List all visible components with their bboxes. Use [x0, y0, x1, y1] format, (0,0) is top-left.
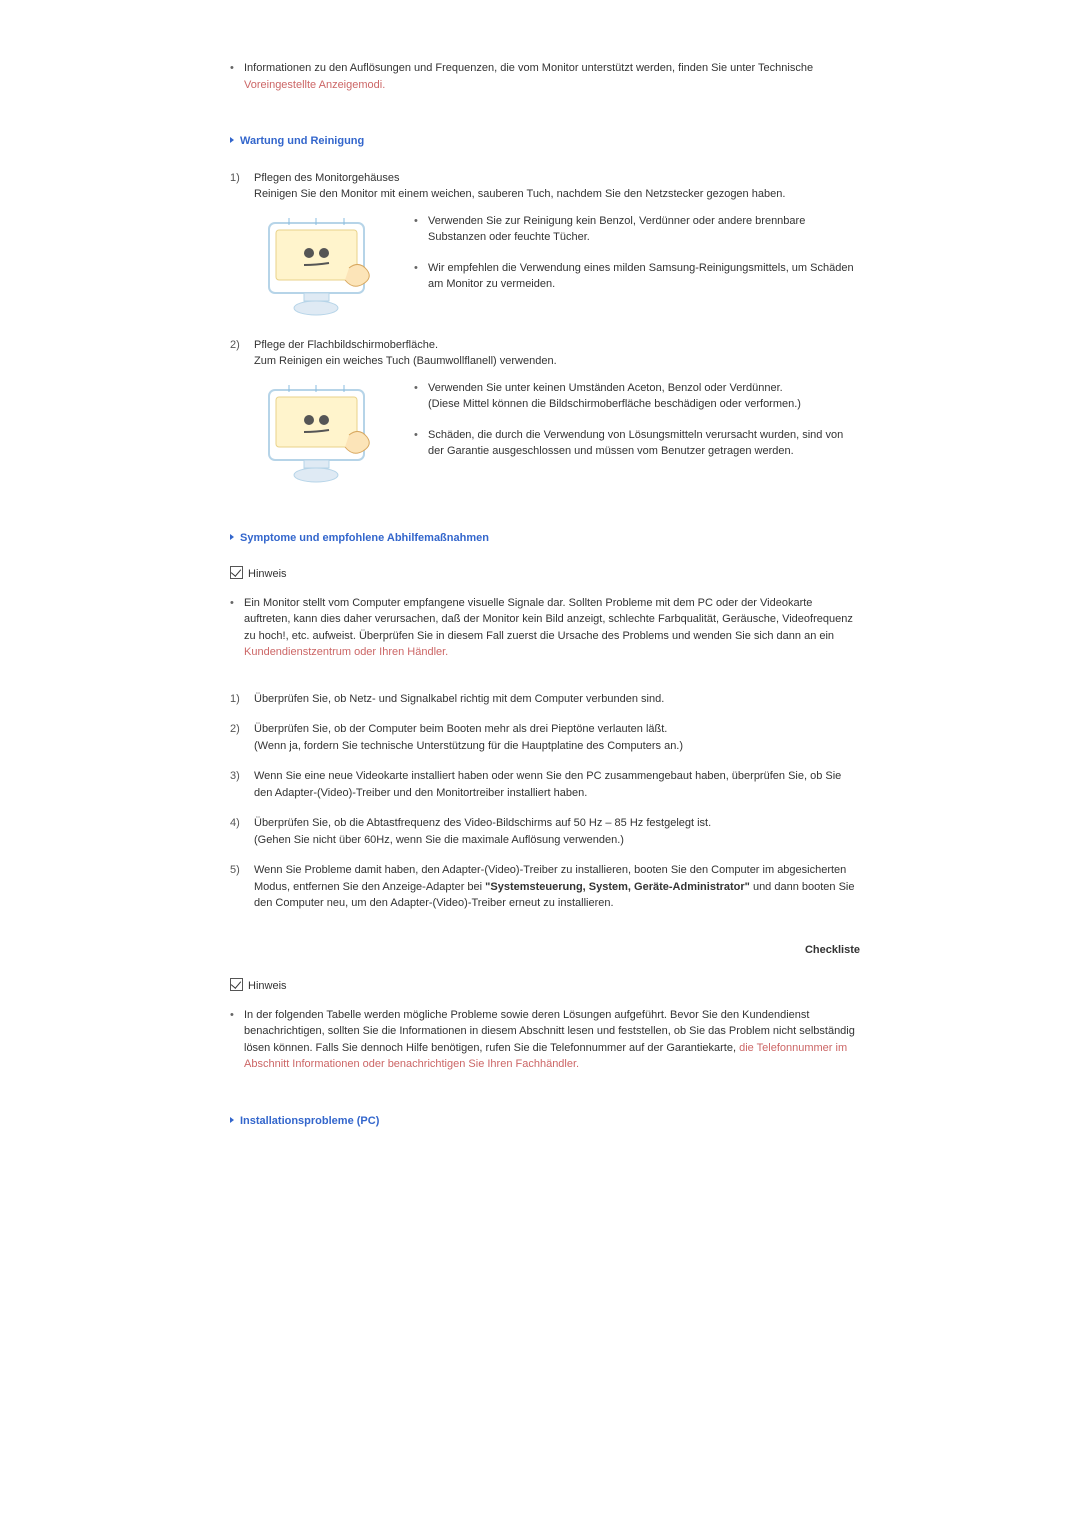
top-info-item: Informationen zu den Auflösungen und Fre… [230, 60, 860, 93]
step-text: Wenn Sie eine neue Videokarte installier… [254, 770, 841, 799]
item-number: 3) [230, 768, 240, 785]
bullet-item: Wir empfehlen die Verwendung eines milde… [414, 260, 860, 293]
section-heading-symptoms: Symptome und empfohlene Abhilfemaßnahmen [230, 530, 860, 547]
step-item: 5) Wenn Sie Probleme damit haben, den Ad… [230, 862, 860, 912]
step-text: Überprüfen Sie, ob der Computer beim Boo… [254, 723, 683, 752]
item-number: 1) [230, 170, 240, 187]
section-heading-installation: Installationsprobleme (PC) [230, 1113, 860, 1130]
step-item: 3) Wenn Sie eine neue Videokarte install… [230, 768, 860, 801]
heading-text: Wartung und Reinigung [240, 135, 364, 147]
note-label: Hinweis [230, 978, 860, 995]
checkbox-icon [230, 978, 243, 991]
troubleshoot-steps: 1) Überprüfen Sie, ob Netz- und Signalka… [230, 691, 860, 912]
top-info-text: Informationen zu den Auflösungen und Fre… [244, 62, 813, 74]
step-bold: "Systemsteuerung, System, Geräte-Adminis… [485, 881, 750, 893]
bullet-item: Schäden, die durch die Verwendung von Lö… [414, 427, 860, 460]
heading-text: Symptome und empfohlene Abhilfemaßnahmen [240, 532, 489, 544]
checkbox-icon [230, 566, 243, 579]
symptoms-intro-item: Ein Monitor stellt vom Computer empfange… [230, 595, 860, 661]
preset-modes-link[interactable]: Voreingestellte Anzeigemodi. [244, 79, 385, 91]
bullet-item: Verwenden Sie unter keinen Umständen Ace… [414, 380, 860, 413]
service-center-link[interactable]: Kundendienstzentrum oder Ihren Händler. [244, 646, 448, 658]
checkliste-intro-list: In der folgenden Tabelle werden mögliche… [230, 1007, 860, 1073]
monitor-cleaning-illustration [254, 380, 394, 490]
top-info-list: Informationen zu den Auflösungen und Fre… [230, 60, 860, 93]
maintenance-item-2: 2) Pflege der Flachbildschirmoberfläche.… [230, 337, 860, 490]
maintenance-item-1-bullets: Verwenden Sie zur Reinigung kein Benzol,… [414, 213, 860, 307]
symptoms-intro-list: Ein Monitor stellt vom Computer empfange… [230, 595, 860, 661]
item-number: 2) [230, 337, 240, 354]
monitor-cleaning-illustration [254, 213, 394, 323]
maintenance-item-2-bullets: Verwenden Sie unter keinen Umständen Ace… [414, 380, 860, 474]
item-title: Pflege der Flachbildschirmoberfläche. [254, 337, 860, 354]
checkliste-heading: Checkliste [230, 942, 860, 959]
step-text: Überprüfen Sie, ob Netz- und Signalkabel… [254, 693, 664, 705]
step-item: 4) Überprüfen Sie, ob die Abtastfrequenz… [230, 815, 860, 848]
bullet-item: Verwenden Sie zur Reinigung kein Benzol,… [414, 213, 860, 246]
item-subtitle: Reinigen Sie den Monitor mit einem weich… [254, 186, 860, 203]
item-number: 1) [230, 691, 240, 708]
section-heading-maintenance: Wartung und Reinigung [230, 133, 860, 150]
step-item: 1) Überprüfen Sie, ob Netz- und Signalka… [230, 691, 860, 708]
arrow-icon [230, 137, 234, 143]
step-item: 2) Überprüfen Sie, ob der Computer beim … [230, 721, 860, 754]
item-number: 5) [230, 862, 240, 879]
arrow-icon [230, 534, 234, 540]
checkliste-intro-item: In der folgenden Tabelle werden mögliche… [230, 1007, 860, 1073]
heading-text: Installationsprobleme (PC) [240, 1115, 379, 1127]
arrow-icon [230, 1117, 234, 1123]
maintenance-item-1: 1) Pflegen des Monitorgehäuses Reinigen … [230, 170, 860, 323]
item-title: Pflegen des Monitorgehäuses [254, 170, 860, 187]
step-text: Überprüfen Sie, ob die Abtastfrequenz de… [254, 817, 711, 846]
item-number: 4) [230, 815, 240, 832]
intro-text: Ein Monitor stellt vom Computer empfange… [244, 597, 853, 642]
item-number: 2) [230, 721, 240, 738]
item-subtitle: Zum Reinigen ein weiches Tuch (Baumwollf… [254, 353, 860, 370]
note-label: Hinweis [230, 566, 860, 583]
maintenance-list: 1) Pflegen des Monitorgehäuses Reinigen … [230, 170, 860, 490]
